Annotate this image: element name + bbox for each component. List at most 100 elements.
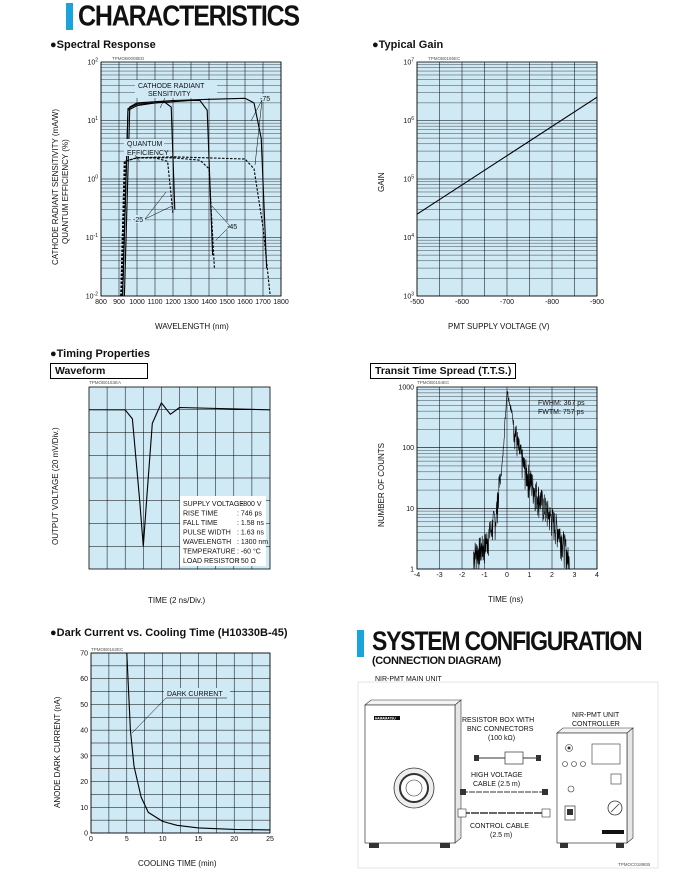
resistor-label-1: RESISTOR BOX WITH (462, 717, 534, 724)
label-m45: -45 (227, 224, 237, 231)
gain-code: TPMOB0165EC (428, 56, 461, 61)
tts-fwtm: FWTM: 757 ps (538, 409, 584, 416)
controller-label-1: NIR-PMT UNIT (572, 712, 620, 719)
spec-key: TEMPERATURE (183, 549, 236, 556)
y-tick-label: 10-1 (86, 233, 98, 242)
waveform-line (88, 402, 271, 547)
dark-current-line (126, 652, 271, 831)
label-cathode-1: CATHODE RADIANT (138, 83, 205, 90)
dark-ylabel: ANODE DARK CURRENT (nA) (53, 696, 62, 808)
y-tick-label: 106 (403, 116, 414, 125)
gain-heading: ●Typical Gain (372, 39, 444, 51)
spec-value: : 1300 nm (237, 539, 268, 546)
spec-value: : 50 Ω (237, 558, 256, 565)
tts-title: Transit Time Spread (T.T.S.) (370, 363, 517, 379)
hv-cable (460, 789, 548, 795)
x-tick-label: 1100 (147, 299, 162, 306)
control-cable-label-2: (2.5 m) (490, 832, 512, 839)
x-tick-label: 1 (528, 572, 532, 579)
x-tick-label: 3 (573, 572, 577, 579)
tts-xlabel: TIME (ns) (488, 595, 523, 604)
x-tick-label: 0 (505, 572, 509, 579)
y-tick-label: 40 (80, 728, 88, 735)
x-tick-label: 25 (266, 836, 274, 843)
gain-ylabel: GAIN (377, 172, 386, 192)
system-accent-bar (357, 630, 364, 657)
tts-fwhm: FWHM: 367 ps (538, 400, 585, 407)
x-tick-label: 1500 (219, 299, 235, 306)
spectral-code: TPMOB0008ED (112, 56, 145, 61)
x-tick-label: -4 (414, 572, 420, 579)
hv-cable-label-2: CABLE (2.5 m) (473, 781, 520, 788)
x-tick-label: 1800 (273, 299, 289, 306)
y-tick-label: 102 (87, 58, 98, 67)
waveform-code: TPMOB0163EA (89, 380, 121, 385)
x-tick-label: 0 (89, 836, 93, 843)
spec-key: RISE TIME (183, 511, 218, 518)
main-unit-label: NIR-PMT MAIN UNIT (375, 676, 442, 683)
series-line-5 (121, 156, 271, 297)
x-tick-label: -3 (436, 572, 442, 579)
x-tick-label: 800 (95, 299, 107, 306)
label-m75: -75 (260, 96, 270, 103)
y-tick-label: 50 (80, 702, 88, 709)
y-tick-label: 70 (80, 651, 88, 658)
waveform-xlabel: TIME (2 ns/Div.) (148, 596, 206, 605)
x-tick-label: 2 (550, 572, 554, 579)
y-tick-label: 30 (80, 753, 88, 760)
y-tick-label: 107 (403, 58, 414, 67)
x-tick-label: 10 (159, 836, 167, 843)
tts-ylabel: NUMBER OF COUNTS (377, 443, 386, 527)
x-tick-label: -800 (545, 299, 559, 306)
tts-chart: -4 -3 -2 -1 0 1 2 3 4 1 10 100 1000 TPMOB0164EC TIME… (377, 380, 599, 604)
tts-histogram (473, 390, 570, 570)
waveform-chart: TPMOB0163EA TIME (2 ns/Div.) OUTPUT VOLT… (51, 380, 271, 605)
spectral-xlabel: WAVELENGTH (nm) (155, 322, 229, 331)
x-tick-label: 1700 (255, 299, 271, 306)
y-tick-label: 60 (80, 676, 88, 683)
tts-code: TPMOB0164EC (417, 380, 450, 385)
label-qe-1: QUANTUM (127, 141, 163, 148)
spectral-ylabel-2: QUANTUM EFFICIENCY (%) (61, 139, 70, 244)
spec-value: : 746 ps (237, 511, 262, 518)
y-tick-label: 103 (403, 292, 414, 301)
resistor-label-2: BNC CONNECTORS (467, 726, 534, 733)
system-subtitle: (CONNECTION DIAGRAM) (372, 655, 501, 667)
dark-code: TPMOB0162EC (91, 647, 124, 652)
hv-cable-label-1: HIGH VOLTAGE (471, 772, 523, 779)
spec-value: : 1.58 ns (237, 520, 264, 527)
label-qe-2: EFFICIENCY (127, 150, 169, 157)
y-tick-label: 20 (80, 779, 88, 786)
dark-curve-label: DARK CURRENT (167, 691, 223, 698)
x-tick-label: 4 (595, 572, 599, 579)
label-cathode-2: SENSITIVITY (148, 91, 191, 98)
x-tick-label: -900 (590, 299, 604, 306)
dark-xlabel: COOLING TIME (min) (138, 859, 217, 868)
spec-key: LOAD RESISTOR (183, 558, 240, 565)
y-tick-label: 10 (80, 805, 88, 812)
waveform-title: Waveform (50, 363, 148, 379)
spec-key: FALL TIME (183, 520, 218, 527)
spectral-heading: ●Spectral Response (50, 39, 156, 51)
y-tick-label: 1 (410, 567, 414, 574)
spec-key: WAVELENGTH (183, 539, 231, 546)
dark-chart: 0 5 10 15 20 25 0 10 20 30 40 50 60 70 TPMOB0162EC CO… (53, 647, 274, 868)
x-tick-label: 1200 (165, 299, 181, 306)
system-diagram: NIR-PMT MAIN UNIT HAMAMATSU RESISTOR BOX… (357, 676, 659, 869)
control-cable-label-1: CONTROL CABLE (470, 823, 529, 830)
y-tick-label: 10 (406, 506, 414, 513)
controller-label-2: CONTROLLER (572, 721, 620, 728)
gain-xlabel: PMT SUPPLY VOLTAGE (V) (448, 322, 550, 331)
x-tick-label: -1 (481, 572, 487, 579)
resistor-label-3: (100 kΩ) (488, 735, 515, 742)
y-tick-label: 10-2 (86, 292, 98, 301)
page-title: CHARACTERISTICS (78, 0, 300, 33)
x-tick-label: 5 (125, 836, 129, 843)
spec-value: : -60 °C (237, 548, 261, 556)
timing-heading: ●Timing Properties (50, 348, 150, 360)
spec-key: PULSE WIDTH (183, 530, 231, 537)
x-tick-label: -600 (455, 299, 469, 306)
y-tick-label: 104 (403, 233, 414, 242)
